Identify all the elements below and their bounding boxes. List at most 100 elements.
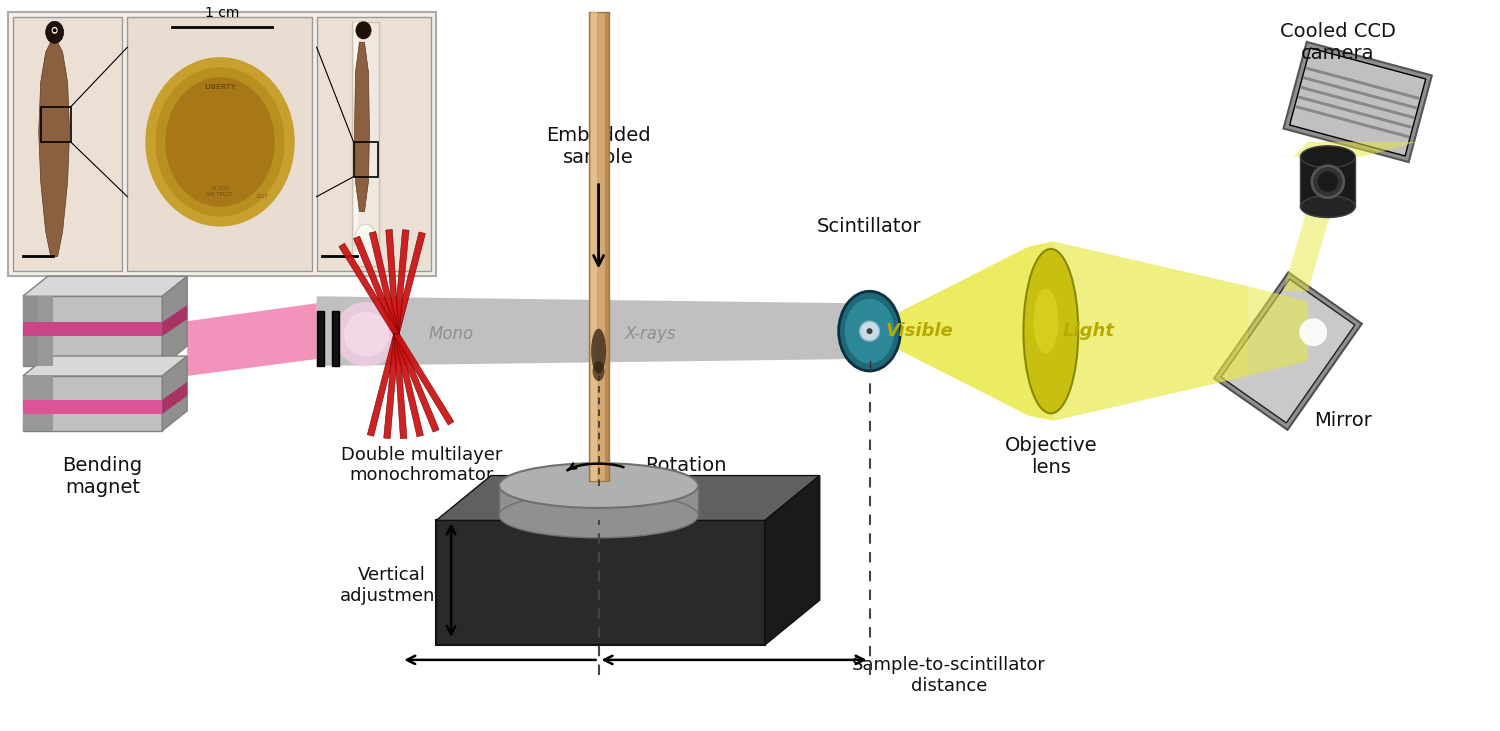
Text: Embedded
sample: Embedded sample [546, 126, 651, 167]
Polygon shape [22, 356, 188, 376]
Polygon shape [22, 276, 188, 296]
Polygon shape [393, 232, 426, 335]
Bar [316, 311, 324, 366]
Polygon shape [1293, 142, 1418, 156]
Text: Sample-to-scintillator
distance: Sample-to-scintillator distance [852, 656, 1046, 694]
Polygon shape [368, 333, 399, 436]
Ellipse shape [859, 321, 879, 341]
Ellipse shape [1299, 318, 1328, 346]
Text: Cooled CCD
camera: Cooled CCD camera [1280, 23, 1395, 64]
Text: Mono: Mono [429, 325, 474, 343]
Polygon shape [354, 42, 369, 211]
Ellipse shape [1300, 196, 1354, 218]
Bar [128, 18, 312, 271]
Text: Bending
magnet: Bending magnet [63, 455, 142, 496]
Ellipse shape [356, 21, 372, 39]
FancyBboxPatch shape [1284, 42, 1432, 162]
Polygon shape [162, 306, 188, 336]
Ellipse shape [1034, 289, 1059, 354]
Bar [13, 18, 123, 271]
Ellipse shape [1312, 166, 1344, 197]
Bar [1298, 96, 1412, 129]
Polygon shape [871, 241, 1054, 421]
Text: Visible: Visible [885, 322, 952, 340]
Text: Mirror: Mirror [1314, 411, 1371, 430]
Bar [588, 12, 609, 480]
Ellipse shape [867, 328, 873, 334]
Ellipse shape [51, 27, 57, 34]
Bar [351, 23, 380, 266]
Polygon shape [39, 42, 69, 257]
Text: LIBERTY: LIBERTY [204, 84, 236, 90]
Bar [22, 376, 53, 431]
Ellipse shape [1023, 249, 1078, 413]
Polygon shape [500, 485, 698, 515]
Bar [22, 296, 38, 366]
Text: Light: Light [1062, 322, 1114, 340]
Text: IN GOD
WE TRUST: IN GOD WE TRUST [207, 186, 232, 197]
Bar [1294, 105, 1410, 138]
Text: X-rays: X-rays [624, 325, 676, 343]
Text: Rotation: Rotation [645, 456, 728, 475]
Bar [1300, 156, 1354, 207]
Ellipse shape [146, 57, 294, 227]
Ellipse shape [844, 299, 894, 363]
Text: Objective
lens: Objective lens [1005, 436, 1096, 477]
Polygon shape [393, 334, 406, 439]
Polygon shape [384, 334, 399, 439]
Ellipse shape [45, 21, 63, 43]
Text: 1 cm: 1 cm [206, 7, 238, 20]
Ellipse shape [165, 77, 274, 207]
Polygon shape [1054, 241, 1248, 421]
Bar [316, 18, 430, 271]
Polygon shape [162, 382, 188, 414]
Bar [22, 400, 162, 414]
Ellipse shape [334, 302, 399, 366]
Bar [22, 322, 162, 336]
Polygon shape [354, 236, 399, 335]
Ellipse shape [53, 29, 57, 32]
Ellipse shape [839, 291, 900, 371]
Polygon shape [1282, 207, 1334, 291]
Ellipse shape [591, 329, 606, 374]
Bar [591, 12, 597, 480]
Polygon shape [316, 296, 855, 366]
Ellipse shape [344, 311, 388, 357]
Ellipse shape [500, 463, 698, 508]
Bar [354, 23, 358, 266]
Polygon shape [22, 296, 162, 366]
Polygon shape [369, 232, 399, 335]
Polygon shape [22, 376, 162, 431]
Text: 2017: 2017 [255, 194, 268, 199]
Ellipse shape [357, 239, 375, 264]
Bar [1305, 67, 1420, 100]
Ellipse shape [592, 361, 604, 381]
Polygon shape [436, 520, 765, 645]
Bar [8, 12, 436, 276]
Bar [1300, 86, 1414, 119]
Ellipse shape [1317, 171, 1340, 193]
Polygon shape [1248, 287, 1308, 376]
Text: Vertical
adjustment: Vertical adjustment [340, 566, 442, 605]
FancyBboxPatch shape [1290, 48, 1425, 156]
Polygon shape [393, 230, 410, 334]
Polygon shape [765, 476, 819, 645]
Bar [604, 12, 609, 480]
Bar [332, 311, 339, 366]
Bar [40, 107, 70, 142]
Ellipse shape [354, 224, 376, 259]
Bar [22, 296, 53, 366]
Bar [1304, 76, 1418, 110]
Bar [354, 142, 378, 177]
Polygon shape [339, 243, 399, 336]
Polygon shape [188, 303, 316, 376]
Polygon shape [393, 333, 423, 436]
Text: Scintillator: Scintillator [818, 218, 922, 237]
FancyBboxPatch shape [1221, 279, 1354, 423]
FancyBboxPatch shape [1214, 273, 1362, 430]
Ellipse shape [1300, 146, 1354, 167]
Ellipse shape [500, 493, 698, 538]
Polygon shape [162, 276, 188, 366]
Text: Double multilayer
monochromator: Double multilayer monochromator [340, 446, 502, 485]
Polygon shape [436, 476, 819, 520]
